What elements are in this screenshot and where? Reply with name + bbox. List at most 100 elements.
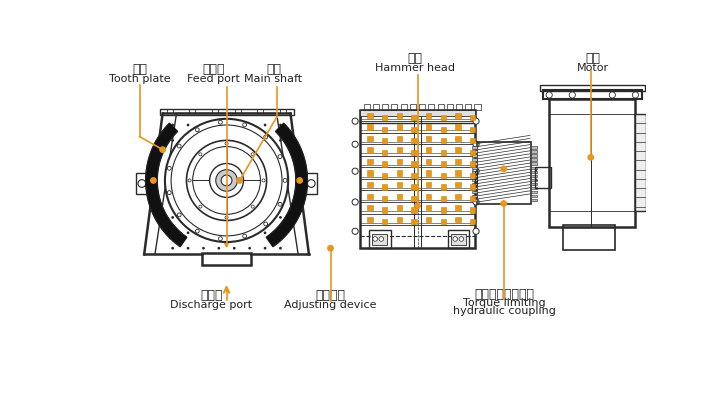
Bar	[202, 253, 251, 265]
Bar	[456, 104, 462, 110]
Bar	[441, 184, 446, 190]
Bar	[455, 147, 461, 153]
Circle shape	[264, 247, 266, 250]
Circle shape	[297, 178, 302, 183]
Text: 限矩性液力偶合器: 限矩性液力偶合器	[474, 288, 534, 300]
Circle shape	[473, 118, 479, 124]
Circle shape	[171, 247, 174, 250]
Circle shape	[248, 247, 251, 250]
Bar	[455, 170, 461, 176]
Text: Main shaft: Main shaft	[245, 74, 302, 84]
Bar	[367, 124, 373, 130]
Bar	[411, 207, 417, 213]
Bar	[392, 104, 397, 110]
Bar	[472, 194, 477, 197]
Circle shape	[352, 168, 359, 174]
Bar	[472, 182, 477, 185]
Circle shape	[588, 155, 593, 160]
Bar	[373, 104, 379, 110]
Text: 齿板: 齿板	[132, 64, 147, 76]
Bar	[441, 196, 446, 201]
Bar	[563, 225, 616, 250]
Bar	[400, 104, 407, 110]
Bar	[426, 159, 431, 164]
Bar	[212, 109, 218, 114]
Bar	[397, 124, 402, 130]
Bar	[531, 170, 537, 173]
Circle shape	[473, 168, 479, 174]
Bar	[367, 113, 373, 118]
Circle shape	[415, 203, 420, 208]
Bar	[426, 170, 431, 176]
Bar	[549, 99, 636, 227]
Bar	[256, 109, 263, 114]
Bar	[636, 114, 647, 211]
Bar	[382, 219, 387, 224]
Bar	[455, 205, 461, 210]
Bar	[397, 159, 402, 164]
Bar	[531, 166, 537, 169]
Bar	[441, 173, 446, 178]
Bar	[397, 147, 402, 153]
Text: Tooth plate: Tooth plate	[109, 74, 171, 84]
Circle shape	[202, 247, 204, 250]
Circle shape	[225, 142, 228, 145]
Circle shape	[262, 179, 265, 182]
Bar	[472, 174, 477, 177]
Bar	[472, 166, 477, 169]
Bar	[472, 154, 477, 157]
Bar	[367, 205, 373, 210]
Bar	[382, 173, 387, 178]
Circle shape	[352, 141, 359, 147]
Bar	[531, 198, 537, 201]
Circle shape	[171, 124, 174, 126]
Bar	[470, 126, 475, 132]
Bar	[472, 162, 477, 165]
Bar	[531, 194, 537, 197]
Circle shape	[167, 166, 171, 170]
Bar	[531, 190, 537, 193]
Polygon shape	[266, 123, 307, 247]
Bar	[397, 136, 402, 141]
Bar	[540, 85, 644, 91]
Bar	[411, 196, 417, 201]
Bar	[397, 182, 402, 187]
Circle shape	[501, 201, 506, 206]
Bar	[531, 150, 537, 153]
Circle shape	[167, 191, 171, 194]
Circle shape	[279, 232, 282, 234]
Bar	[441, 138, 446, 144]
Circle shape	[459, 237, 464, 241]
Circle shape	[188, 179, 191, 182]
Circle shape	[632, 92, 639, 98]
Bar	[367, 194, 373, 199]
Bar	[426, 217, 431, 222]
Text: 调整装置: 调整装置	[315, 289, 346, 302]
Text: Torque limiting: Torque limiting	[463, 298, 546, 308]
Bar	[448, 230, 469, 248]
Circle shape	[233, 247, 235, 250]
Bar	[441, 126, 446, 132]
Bar	[438, 104, 444, 110]
Circle shape	[501, 166, 506, 172]
Bar	[397, 170, 402, 176]
Bar	[470, 173, 475, 178]
Circle shape	[177, 213, 181, 217]
Bar	[360, 110, 475, 124]
Text: hydraulic coupling: hydraulic coupling	[453, 306, 556, 316]
Polygon shape	[145, 123, 186, 247]
Bar	[426, 205, 431, 210]
Bar	[411, 126, 417, 132]
Bar	[306, 173, 317, 194]
Bar	[367, 159, 373, 164]
Bar	[470, 207, 475, 213]
Circle shape	[186, 232, 189, 234]
Bar	[477, 142, 531, 204]
Bar	[360, 110, 475, 248]
Bar	[428, 104, 434, 110]
Circle shape	[221, 175, 232, 186]
Bar	[426, 182, 431, 187]
Text: 进料口: 进料口	[202, 64, 225, 76]
Circle shape	[171, 125, 282, 236]
Circle shape	[264, 135, 268, 139]
